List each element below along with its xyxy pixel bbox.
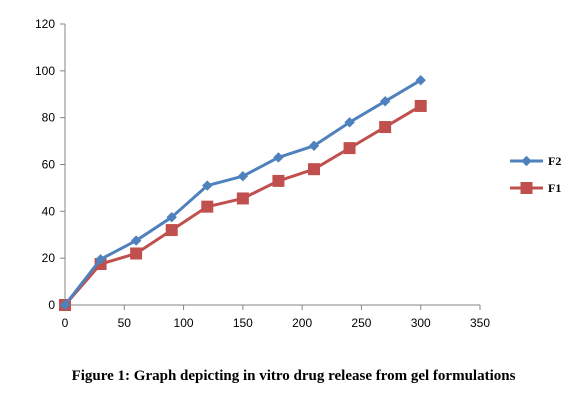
data-point-f2 xyxy=(130,235,142,246)
figure-caption: Figure 1: Graph depicting in vitro drug … xyxy=(71,368,516,384)
data-point-f2 xyxy=(344,117,355,128)
x-tick-label: 150 xyxy=(233,316,253,330)
data-point-f2 xyxy=(237,171,249,182)
data-point-f2 xyxy=(59,299,71,311)
y-tick-label: 60 xyxy=(42,158,56,172)
legend-item-f1: F1 xyxy=(510,181,561,195)
y-tick-label: 40 xyxy=(42,204,56,218)
legend: F2 F1 xyxy=(510,154,561,195)
y-tick-label: 100 xyxy=(35,64,55,78)
legend-swatch-marker xyxy=(520,182,533,194)
data-point-f1 xyxy=(165,224,178,237)
data-point-f2 xyxy=(273,152,284,163)
y-tick-label: 120 xyxy=(35,17,55,31)
plot-area xyxy=(59,74,427,311)
data-point-f1 xyxy=(343,142,356,155)
x-tick-label: 100 xyxy=(174,316,194,330)
series-f1 xyxy=(59,99,427,311)
data-point-f1 xyxy=(379,121,392,134)
legend-swatch-marker xyxy=(521,155,532,167)
data-point-f2 xyxy=(95,254,106,265)
y-axis: 0 20 40 60 80 100 120 xyxy=(35,17,66,312)
data-point-f1 xyxy=(236,192,249,205)
x-tick-label: 50 xyxy=(118,316,132,330)
data-point-f2 xyxy=(202,180,213,191)
x-tick-label: 0 xyxy=(62,316,69,330)
y-tick-label: 20 xyxy=(42,251,56,265)
data-point-f2 xyxy=(415,74,426,86)
data-point-f1 xyxy=(308,163,320,176)
x-tick-label: 350 xyxy=(470,316,490,330)
data-point-f2 xyxy=(308,140,320,151)
y-tick-label: 80 xyxy=(42,111,56,125)
x-tick-label: 200 xyxy=(292,316,312,330)
legend-item-f2: F2 xyxy=(510,154,561,168)
data-point-f1 xyxy=(272,174,285,187)
data-point-f2 xyxy=(379,96,391,107)
data-point-f1 xyxy=(130,247,143,260)
y-tick-label: 0 xyxy=(48,298,55,312)
series-line-f1 xyxy=(63,104,422,306)
data-point-f1 xyxy=(414,99,427,112)
data-point-f1 xyxy=(201,200,214,213)
x-tick-label: 250 xyxy=(351,316,371,330)
legend-label-f2: F2 xyxy=(548,154,561,168)
x-axis: 0 50 100 150 200 250 300 350 xyxy=(62,304,490,330)
data-point-f2 xyxy=(166,211,177,223)
x-tick-label: 300 xyxy=(411,316,431,330)
series-f2 xyxy=(59,74,426,311)
legend-label-f1: F1 xyxy=(548,181,561,195)
